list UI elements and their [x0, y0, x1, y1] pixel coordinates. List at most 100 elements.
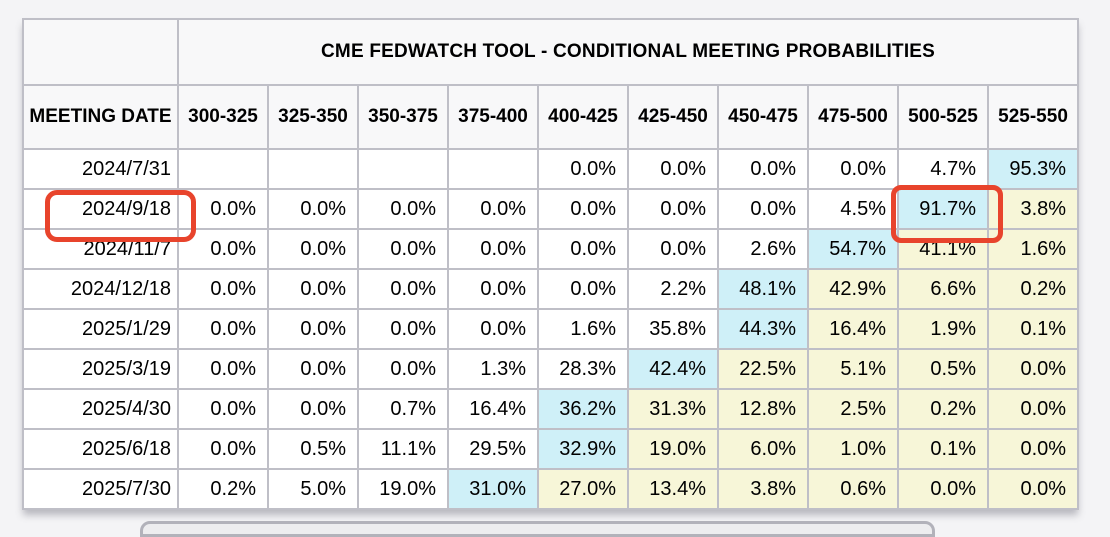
meeting-date-cell: 2024/7/31: [22, 148, 179, 190]
probability-cell: 0.7%: [357, 388, 449, 430]
probability-cell: 42.4%: [627, 348, 719, 390]
probability-cell: 22.5%: [717, 348, 809, 390]
rate-bin-header: 400-425: [537, 84, 629, 150]
probability-cell: 36.2%: [537, 388, 629, 430]
probability-cell: 13.4%: [627, 468, 719, 510]
probability-cell: 0.0%: [897, 468, 989, 510]
probability-cell: 1.3%: [447, 348, 539, 390]
probability-cell: [177, 148, 269, 190]
table-row: 2025/3/19 0.0% 0.0% 0.0% 1.3% 28.3% 42.4% 22.5…: [22, 348, 1080, 390]
table-row: 2024/9/18 0.0% 0.0% 0.0% 0.0% 0.0% 0.0% 0.0% 4.…: [22, 188, 1080, 230]
probability-cell: 0.0%: [177, 228, 269, 270]
probability-cell: 31.0%: [447, 468, 539, 510]
table-title: CME FEDWATCH TOOL - CONDITIONAL MEETING …: [176, 18, 1080, 86]
probability-cell: 0.0%: [537, 148, 629, 190]
probability-cell: 0.1%: [986, 308, 1080, 350]
table-header-row: MEETING DATE 300-325 325-350 350-375 375…: [22, 84, 1080, 150]
probability-cell: 29.5%: [447, 428, 539, 470]
probability-cell: 0.0%: [357, 348, 449, 390]
probability-cell: 0.0%: [537, 268, 629, 310]
probability-cell: 35.8%: [627, 308, 719, 350]
probability-cell: 0.0%: [357, 308, 449, 350]
probability-cell: 5.0%: [267, 468, 359, 510]
probability-cell: 0.0%: [267, 228, 359, 270]
probability-cell: 0.0%: [986, 388, 1080, 430]
table-row: 2025/7/30 0.2% 5.0% 19.0% 31.0% 27.0% 13.4% 3.…: [22, 468, 1080, 510]
probability-cell: 2.5%: [807, 388, 899, 430]
probability-cell: 0.0%: [357, 268, 449, 310]
probability-cell: 0.0%: [627, 228, 719, 270]
meeting-date-cell: 2025/4/30: [22, 388, 179, 430]
fedwatch-probability-table: CME FEDWATCH TOOL - CONDITIONAL MEETING …: [22, 18, 1080, 510]
table-row: 2025/4/30 0.0% 0.0% 0.7% 16.4% 36.2% 31.3% 12.…: [22, 388, 1080, 430]
probability-cell: 6.6%: [897, 268, 989, 310]
probability-cell: 0.0%: [986, 468, 1080, 510]
probability-rows: 2024/7/31 0.0% 0.0% 0.0% 0.0% 4.7% 95.3% 2024…: [22, 148, 1080, 510]
probability-cell: 0.0%: [357, 228, 449, 270]
probability-cell: 1.9%: [897, 308, 989, 350]
rate-bin-header: 350-375: [357, 84, 449, 150]
meeting-date-cell: 2025/6/18: [22, 428, 179, 470]
probability-cell: 19.0%: [357, 468, 449, 510]
probability-cell: 2.6%: [717, 228, 809, 270]
probability-cell: 1.6%: [986, 228, 1080, 270]
table-row: 2024/11/7 0.0% 0.0% 0.0% 0.0% 0.0% 0.0% 2.6% 54…: [22, 228, 1080, 270]
probability-cell: 3.8%: [986, 188, 1080, 230]
probability-cell: 2.2%: [627, 268, 719, 310]
table-row: 2025/1/29 0.0% 0.0% 0.0% 0.0% 1.6% 35.8% 44.3%…: [22, 308, 1080, 350]
probability-cell: 32.9%: [537, 428, 629, 470]
probability-cell: 0.0%: [177, 428, 269, 470]
probability-cell: 0.6%: [807, 468, 899, 510]
probability-cell: 3.8%: [717, 468, 809, 510]
probability-cell: 0.0%: [447, 228, 539, 270]
rate-bin-header: 300-325: [177, 84, 269, 150]
rate-bin-header: 375-400: [447, 84, 539, 150]
probability-cell: 1.0%: [807, 428, 899, 470]
table-row: 2025/6/18 0.0% 0.5% 11.1% 29.5% 32.9% 19.0% 6.…: [22, 428, 1080, 470]
probability-cell: 28.3%: [537, 348, 629, 390]
probability-cell: 0.0%: [177, 308, 269, 350]
probability-cell: 0.2%: [986, 268, 1080, 310]
rate-bin-header: 525-550: [986, 84, 1080, 150]
probability-cell: 16.4%: [447, 388, 539, 430]
probability-cell: 0.0%: [627, 148, 719, 190]
probability-cell: 0.1%: [897, 428, 989, 470]
probability-cell: 0.0%: [267, 188, 359, 230]
table-title-row: CME FEDWATCH TOOL - CONDITIONAL MEETING …: [22, 18, 1080, 86]
probability-cell: 0.0%: [267, 268, 359, 310]
probability-cell: 0.0%: [267, 308, 359, 350]
probability-cell: 0.5%: [267, 428, 359, 470]
corner-cell: [22, 18, 179, 86]
rate-bin-header: 475-500: [807, 84, 899, 150]
probability-cell: 0.0%: [267, 388, 359, 430]
probability-cell: 4.7%: [897, 148, 989, 190]
probability-cell: 0.0%: [447, 188, 539, 230]
rate-bin-header: 425-450: [627, 84, 719, 150]
probability-cell: 0.0%: [537, 228, 629, 270]
meeting-date-cell: 2025/1/29: [22, 308, 179, 350]
probability-cell: 0.2%: [897, 388, 989, 430]
probability-cell: 4.5%: [807, 188, 899, 230]
probability-cell: 0.0%: [986, 348, 1080, 390]
probability-cell: 0.0%: [177, 268, 269, 310]
probability-cell: [357, 148, 449, 190]
rate-bin-header: 500-525: [897, 84, 989, 150]
probability-cell: 0.5%: [897, 348, 989, 390]
table-row: 2024/7/31 0.0% 0.0% 0.0% 0.0% 4.7% 95.3%: [22, 148, 1080, 190]
probability-cell: 54.7%: [807, 228, 899, 270]
probability-cell: 6.0%: [717, 428, 809, 470]
probability-cell: 27.0%: [537, 468, 629, 510]
probability-cell: 5.1%: [807, 348, 899, 390]
probability-cell: 0.0%: [986, 428, 1080, 470]
probability-cell: 1.6%: [537, 308, 629, 350]
meeting-date-cell: 2024/12/18: [22, 268, 179, 310]
table-row: 2024/12/18 0.0% 0.0% 0.0% 0.0% 0.0% 2.2% 48.1%…: [22, 268, 1080, 310]
probability-cell: 0.0%: [447, 268, 539, 310]
probability-cell: 95.3%: [986, 148, 1080, 190]
probability-cell: 41.1%: [897, 228, 989, 270]
probability-cell: 0.0%: [807, 148, 899, 190]
probability-cell: 0.0%: [537, 188, 629, 230]
probability-cell: 42.9%: [807, 268, 899, 310]
probability-cell: 0.0%: [177, 388, 269, 430]
probability-cell: 91.7%: [897, 188, 989, 230]
